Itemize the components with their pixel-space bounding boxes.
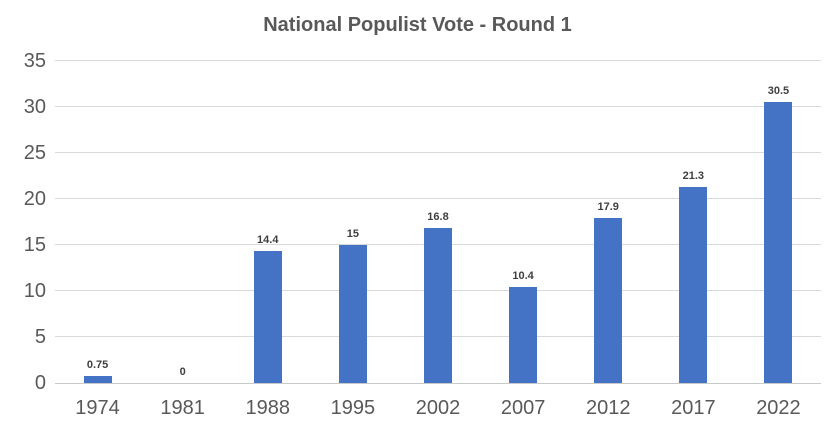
bar bbox=[509, 287, 538, 383]
y-tick-label: 15 bbox=[23, 234, 46, 256]
x-tick-label: 1974 bbox=[75, 397, 120, 419]
y-tick-label: 5 bbox=[34, 326, 46, 348]
x-tick-label: 1988 bbox=[245, 397, 291, 419]
chart-title: National Populist Vote - Round 1 bbox=[263, 14, 572, 36]
bar bbox=[253, 250, 282, 383]
bar-value-label: 30.5 bbox=[767, 85, 790, 98]
x-tick-label: 1981 bbox=[160, 397, 205, 419]
y-tick-label: 10 bbox=[23, 280, 46, 302]
bar-value-label: 0.75 bbox=[86, 359, 109, 372]
y-tick-label: 0 bbox=[34, 372, 46, 394]
x-axis-line bbox=[55, 383, 821, 384]
bar bbox=[764, 102, 793, 383]
bar-value-label: 15 bbox=[346, 228, 359, 240]
gridline bbox=[55, 198, 821, 199]
bar-value-label: 16.8 bbox=[427, 211, 449, 224]
x-tick-label: 2017 bbox=[671, 397, 716, 419]
bar bbox=[338, 245, 367, 383]
y-tick-label: 35 bbox=[23, 50, 46, 72]
x-tick-label: 2002 bbox=[415, 397, 461, 419]
x-axis: 1974 1981 1988 1995 2002 2007 2012 2017 2022 bbox=[55, 396, 821, 424]
y-tick-label: 25 bbox=[23, 142, 46, 164]
y-axis: 0 5 10 15 20 25 30 35 bbox=[4, 0, 46, 438]
bar bbox=[424, 228, 452, 383]
x-tick-label: 2012 bbox=[585, 397, 631, 419]
gridline bbox=[55, 152, 821, 153]
x-tick-label: 2022 bbox=[756, 397, 801, 419]
bar-value-label: 21.3 bbox=[682, 170, 705, 183]
gridline bbox=[55, 60, 821, 61]
y-tick-label: 20 bbox=[23, 188, 46, 210]
bar-value-label: 10.4 bbox=[512, 270, 534, 283]
plot-area: 0.75 0 14.4 15 16.8 10.4 17.9 21.3 30.5 bbox=[55, 60, 821, 384]
bar-value-label: 14.4 bbox=[257, 233, 279, 246]
bar bbox=[679, 187, 708, 383]
x-tick-label: 2007 bbox=[500, 397, 546, 419]
bar bbox=[83, 376, 112, 383]
bar bbox=[594, 218, 623, 383]
x-tick-label: 1995 bbox=[330, 397, 376, 419]
bar-value-label: 17.9 bbox=[597, 201, 619, 214]
bar-value-label: 0 bbox=[179, 366, 186, 378]
y-tick-label: 30 bbox=[23, 96, 46, 118]
gridline bbox=[55, 106, 821, 107]
